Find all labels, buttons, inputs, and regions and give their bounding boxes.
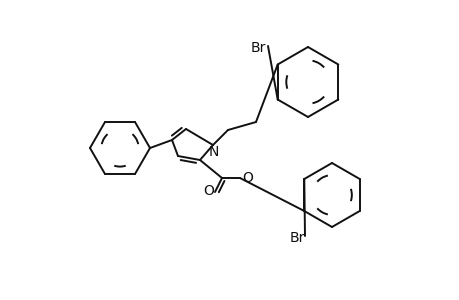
Text: Br: Br: [250, 41, 265, 55]
Text: O: O: [203, 184, 214, 198]
Text: N: N: [208, 145, 218, 159]
Text: Br: Br: [289, 231, 304, 245]
Text: O: O: [242, 171, 253, 185]
